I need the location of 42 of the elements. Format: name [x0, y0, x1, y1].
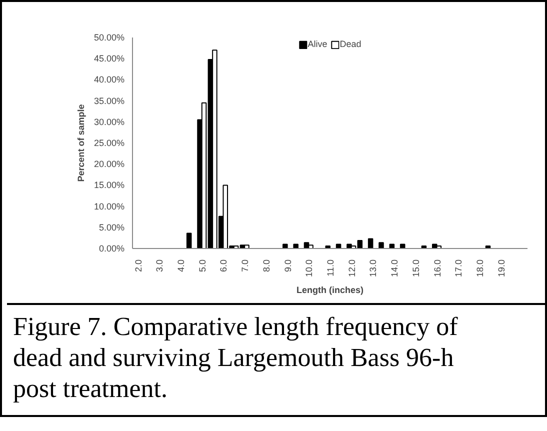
- x-axis-title: Length (inches): [296, 285, 364, 296]
- x-tick-label: 13.0: [368, 259, 378, 278]
- y-tick-label: 50.00%: [94, 32, 125, 42]
- x-tick-label: 11.0: [326, 259, 336, 276]
- x-tick-label: 4.0: [176, 259, 186, 272]
- bar: [308, 244, 314, 248]
- x-tick-label: 14.0: [390, 259, 400, 278]
- y-tick-label: 40.00%: [94, 74, 125, 85]
- x-tick-label: 3.0: [154, 259, 165, 272]
- caption: Figure 7. Comparative length frequency of dead and surviving Largemouth Bass 96-h post treatment.: [13, 311, 459, 404]
- bar: [244, 244, 250, 248]
- legend-label: Dead: [340, 39, 362, 49]
- y-tick-label: 10.00%: [94, 201, 125, 212]
- y-tick-label: 25.00%: [94, 138, 125, 148]
- x-tick-label: 17.0: [454, 259, 464, 278]
- bar: [368, 238, 374, 248]
- bar: [186, 232, 192, 248]
- y-tick-label: 35.00%: [94, 96, 125, 106]
- bar: [282, 244, 288, 248]
- x-tick-label: 9.0: [282, 259, 293, 272]
- x-tick-label: 18.0: [474, 259, 485, 278]
- x-tick-label: 16.0: [432, 259, 442, 278]
- x-tick-label: 2.0: [133, 259, 144, 272]
- y-tick-label: 5.00%: [98, 222, 125, 232]
- x-tick-label: 5.0: [197, 259, 208, 272]
- bar: [325, 245, 330, 248]
- legend-label: Alive: [308, 39, 328, 49]
- x-tick-label: 7.0: [240, 259, 250, 272]
- x-tick-label: 12.0: [346, 259, 357, 278]
- y-tick-label: 0.00%: [98, 244, 125, 254]
- x-tick-label: 10.0: [304, 259, 314, 278]
- x-tick-label: 8.0: [261, 259, 272, 272]
- y-axis-title: Percent of sample: [76, 104, 86, 182]
- y-tick-label: 45.00%: [94, 54, 125, 64]
- y-tick-label: 20.00%: [94, 159, 125, 170]
- bar: [293, 244, 298, 248]
- y-tick-label: 15.00%: [94, 180, 125, 190]
- y-tick-label: 30.00%: [94, 116, 125, 127]
- x-tick-label: 19.0: [496, 259, 506, 278]
- bar: [378, 242, 384, 248]
- x-tick-label: 15.0: [410, 259, 421, 278]
- x-tick-label: 6.0: [218, 259, 229, 272]
